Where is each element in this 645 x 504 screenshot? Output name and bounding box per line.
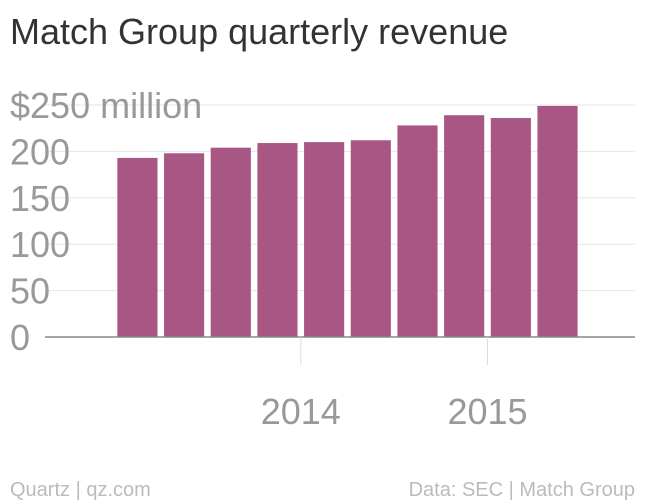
y-tick-label: 150 (10, 178, 70, 219)
bar (537, 105, 578, 337)
chart-title: Match Group quarterly revenue (10, 11, 508, 52)
bar (350, 140, 391, 337)
source-left: Quartz | qz.com (10, 479, 151, 501)
bar (117, 157, 158, 337)
bar (257, 143, 298, 337)
bar (444, 115, 485, 337)
bar (397, 125, 438, 337)
y-tick-label: 200 (10, 131, 70, 172)
bar (210, 147, 251, 337)
bar (490, 117, 531, 337)
y-tick-label: $250 million (10, 85, 202, 126)
bar (304, 142, 345, 337)
y-tick-label: 0 (10, 317, 30, 358)
source-right: Data: SEC | Match Group (409, 479, 635, 501)
x-tick-label: 2015 (447, 391, 527, 432)
x-tick-label: 2014 (261, 391, 341, 432)
y-tick-label: 100 (10, 224, 70, 265)
bar (164, 153, 205, 337)
y-tick-label: 50 (10, 271, 50, 312)
